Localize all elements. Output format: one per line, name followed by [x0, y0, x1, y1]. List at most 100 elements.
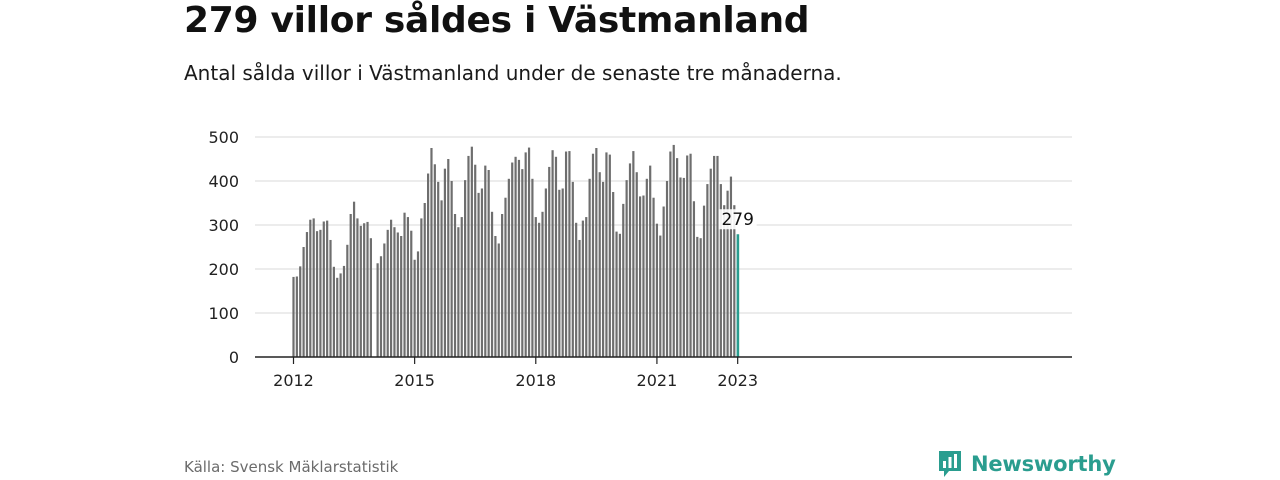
bar	[400, 236, 403, 357]
bar	[467, 155, 470, 357]
bar	[332, 266, 335, 357]
bar	[420, 218, 423, 357]
bar	[464, 180, 467, 357]
bar	[608, 154, 611, 357]
bar	[376, 263, 379, 357]
bar	[312, 218, 315, 357]
bar	[299, 266, 302, 357]
bar	[699, 238, 702, 357]
bar	[403, 212, 406, 357]
bar	[601, 181, 605, 357]
bar	[571, 181, 574, 357]
bar	[615, 231, 618, 357]
bar	[696, 236, 699, 357]
bar	[605, 152, 608, 357]
bar	[433, 164, 436, 357]
bar	[450, 181, 453, 357]
y-tick-label: 200	[208, 260, 239, 279]
bar	[474, 164, 477, 357]
bar	[723, 205, 726, 357]
bar-highlight	[736, 234, 740, 357]
y-tick-label: 0	[229, 348, 239, 367]
bar	[356, 218, 359, 357]
bar	[406, 217, 410, 357]
bar	[470, 146, 473, 357]
bar	[366, 221, 369, 357]
bar	[575, 222, 578, 357]
bar	[352, 201, 356, 357]
bar	[336, 277, 339, 357]
bar	[649, 165, 652, 357]
bar	[689, 153, 692, 357]
data-label-background	[718, 209, 757, 230]
bar	[416, 251, 420, 357]
bar	[645, 178, 648, 357]
bar	[427, 173, 430, 357]
bar	[622, 203, 625, 357]
bar	[480, 188, 484, 357]
bar	[692, 201, 696, 357]
bar	[389, 219, 393, 357]
bar	[561, 188, 564, 357]
bar	[457, 227, 460, 357]
bar	[585, 217, 588, 357]
x-tick-label: 2012	[273, 371, 314, 390]
bar	[709, 168, 712, 357]
bar	[662, 206, 665, 357]
bar	[554, 156, 558, 357]
bar	[659, 235, 662, 357]
bar	[527, 147, 531, 357]
y-tick-label: 100	[208, 304, 239, 323]
bar	[676, 158, 679, 357]
x-tick-label: 2015	[394, 371, 435, 390]
bar	[517, 159, 521, 357]
bar	[507, 178, 510, 357]
bar	[346, 244, 349, 357]
bar	[453, 214, 457, 357]
bar	[538, 222, 541, 357]
bar	[315, 231, 319, 357]
bar	[541, 211, 544, 357]
bar	[652, 197, 655, 357]
bar	[733, 205, 736, 357]
bar	[564, 151, 568, 357]
bar	[618, 233, 621, 357]
x-tick-label: 2021	[637, 371, 678, 390]
brand-logo[interactable]: Newsworthy	[937, 449, 1116, 479]
bar	[349, 214, 352, 357]
bar	[558, 189, 561, 357]
bar	[716, 155, 719, 357]
source-note: Källa: Svensk Mäklarstatistik	[184, 458, 399, 476]
bar	[484, 165, 487, 357]
bar	[729, 176, 733, 357]
bar	[379, 256, 383, 357]
bar	[490, 211, 494, 357]
bar	[578, 239, 581, 357]
bar	[632, 151, 635, 357]
x-tick-label: 2018	[515, 371, 556, 390]
brand-name: Newsworthy	[971, 452, 1116, 476]
bar	[369, 238, 372, 357]
bar	[672, 144, 675, 357]
bar	[702, 205, 706, 357]
bar	[679, 177, 682, 357]
bar	[642, 195, 645, 357]
bar	[329, 239, 332, 357]
bar	[524, 152, 527, 357]
bar	[497, 243, 500, 357]
bar	[430, 148, 433, 357]
bar	[595, 148, 598, 357]
bar	[383, 243, 386, 357]
bar	[386, 229, 389, 357]
bar	[363, 223, 366, 357]
x-tick-label: 2023	[717, 371, 758, 390]
bars	[292, 144, 740, 357]
bar	[612, 192, 615, 357]
bar	[326, 220, 329, 357]
bar	[588, 178, 591, 357]
y-tick-label: 500	[208, 128, 239, 147]
bar	[655, 223, 659, 357]
bar	[440, 200, 443, 357]
bar	[504, 197, 507, 357]
